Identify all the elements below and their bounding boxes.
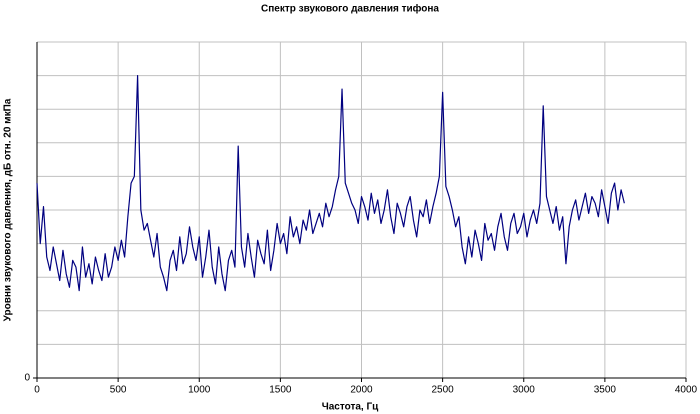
x-tick-label: 2500	[432, 385, 455, 396]
x-tick-label: 4000	[675, 385, 698, 396]
x-tick-label: 1000	[188, 385, 211, 396]
x-tick-label: 3000	[513, 385, 536, 396]
x-tick-label: 0	[34, 385, 40, 396]
y-axis-label: Уровни звукового давления, дБ отн. 20 мк…	[3, 98, 14, 321]
x-axis-label: Частота, Гц	[322, 402, 379, 413]
x-tick-label: 500	[110, 385, 127, 396]
x-tick-label: 1500	[269, 385, 292, 396]
data-line	[36, 75, 625, 292]
chart-title: Спектр звукового давления тифона	[261, 3, 439, 15]
x-tick-label: 2000	[350, 385, 373, 396]
y-tick-label: 0	[24, 373, 30, 384]
x-tick-label: 3500	[594, 385, 617, 396]
